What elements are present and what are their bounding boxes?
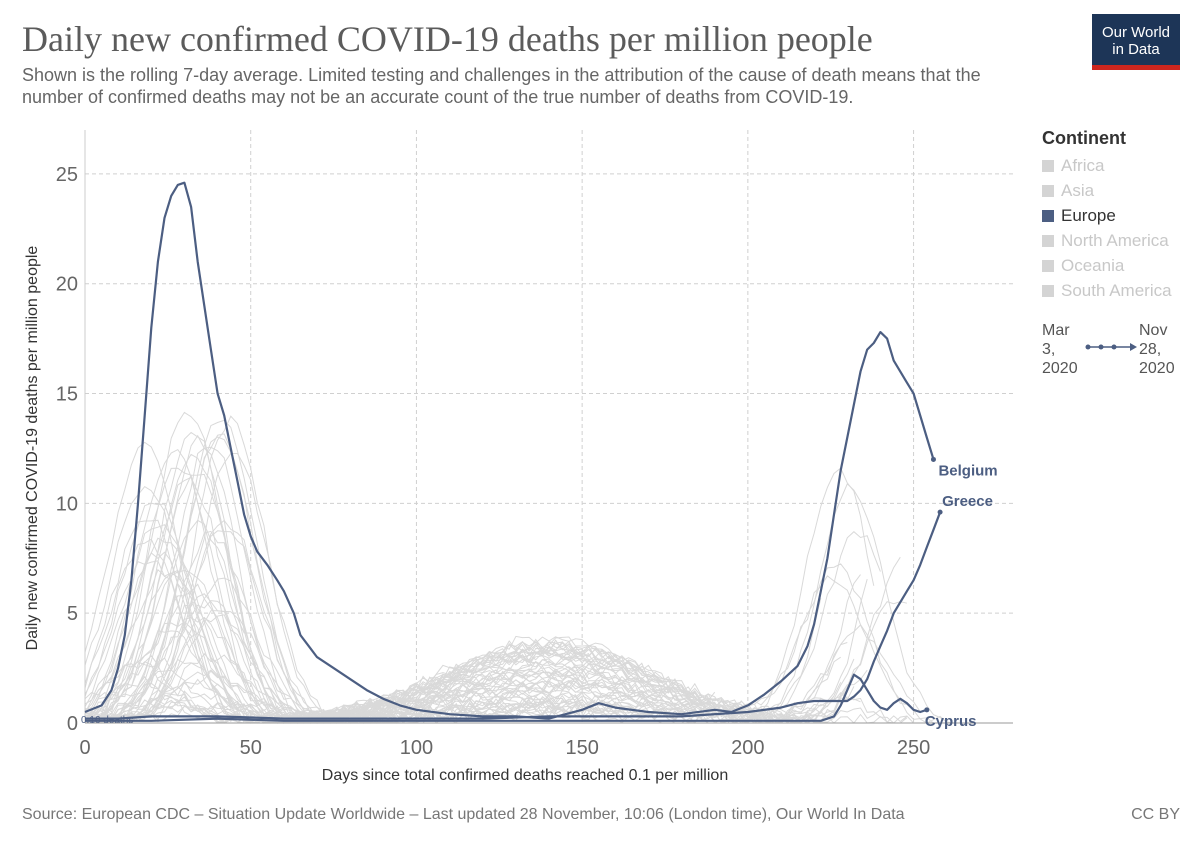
x-tick-label: 250 — [897, 737, 930, 759]
background-country-line — [84, 537, 649, 724]
owid-logo[interactable]: Our World in Data — [1092, 14, 1180, 70]
chart-subtitle: Shown is the rolling 7-day average. Limi… — [22, 65, 981, 107]
background-country-line — [84, 568, 636, 724]
background-country-line — [84, 473, 822, 724]
x-tick-label: 50 — [240, 737, 262, 759]
series-end-point-cyprus — [924, 707, 930, 713]
series-line-greece[interactable] — [85, 511, 942, 720]
series-line-cyprus[interactable] — [85, 673, 928, 722]
background-country-line — [84, 467, 947, 724]
y-axis-label: Daily new confirmed COVID-19 deaths per … — [24, 246, 41, 651]
legend-title: Continent — [1042, 128, 1126, 148]
x-axis-label: Days since total confirmed deaths reache… — [322, 767, 728, 784]
background-country-line — [84, 621, 775, 724]
legend-swatch — [1042, 235, 1054, 247]
y-tick-label: 15 — [56, 384, 78, 406]
grid-lines — [85, 130, 1013, 723]
license-link[interactable]: CC BY — [1131, 806, 1180, 823]
series-label-belgium: Belgium — [938, 462, 997, 479]
series-line-belgium[interactable] — [84, 181, 935, 720]
legend-item-europe[interactable]: Europe — [1042, 206, 1116, 226]
background-country-line — [84, 524, 954, 724]
series-label-greece: Greece — [942, 493, 993, 510]
logo-line-1: Our World — [1101, 24, 1171, 41]
background-country-line — [84, 593, 868, 724]
timeline-handle-start[interactable] — [1085, 344, 1091, 350]
timeline-slider[interactable] — [1084, 340, 1140, 354]
series-end-point-greece — [937, 509, 943, 515]
logo-line-2: in Data — [1112, 41, 1160, 58]
y-tick-label: 5 — [67, 603, 78, 625]
legend-swatch — [1042, 285, 1054, 297]
legend-item-south-america[interactable]: South America — [1042, 281, 1172, 301]
timeline-start-date[interactable]: Mar 3, 2020 — [1042, 322, 1078, 377]
background-country-line — [84, 483, 954, 724]
series-labels: Belgium Greece Cyprus — [925, 462, 998, 729]
x-tick-label: 200 — [731, 737, 764, 759]
source-note: Source: European CDC – Situation Update … — [22, 806, 905, 823]
y-tick-label: 25 — [56, 164, 78, 186]
legend-swatch — [1042, 185, 1054, 197]
x-tick-label: 0 — [79, 737, 90, 759]
legend-swatch — [1042, 160, 1054, 172]
x-tick-label: 100 — [400, 737, 433, 759]
background-country-lines — [84, 411, 954, 724]
background-country-line — [84, 560, 716, 724]
legend-swatch — [1042, 210, 1054, 222]
series-label-cyprus: Cyprus — [925, 713, 977, 730]
y-tick-label: 20 — [56, 274, 78, 296]
legend-item-oceania[interactable]: Oceania — [1042, 256, 1124, 276]
background-country-line — [84, 569, 590, 724]
y-tick-label: 0 — [67, 713, 78, 735]
timeline-end-date[interactable]: Nov 28, 2020 — [1139, 322, 1175, 377]
baseline-annotation: 0.16 deaths — [81, 715, 133, 726]
legend-swatch — [1042, 260, 1054, 272]
legend-item-asia[interactable]: Asia — [1042, 181, 1094, 201]
x-tick-label: 150 — [565, 737, 598, 759]
series-end-point-belgium — [930, 456, 936, 462]
legend-item-africa[interactable]: Africa — [1042, 156, 1104, 176]
chart-title: Daily new confirmed COVID-19 deaths per … — [22, 19, 873, 59]
legend-item-north-america[interactable]: North America — [1042, 231, 1169, 251]
y-tick-label: 10 — [56, 493, 78, 515]
highlighted-series — [84, 181, 943, 722]
timeline-handle-end[interactable] — [1130, 343, 1137, 351]
background-country-line — [85, 530, 861, 724]
